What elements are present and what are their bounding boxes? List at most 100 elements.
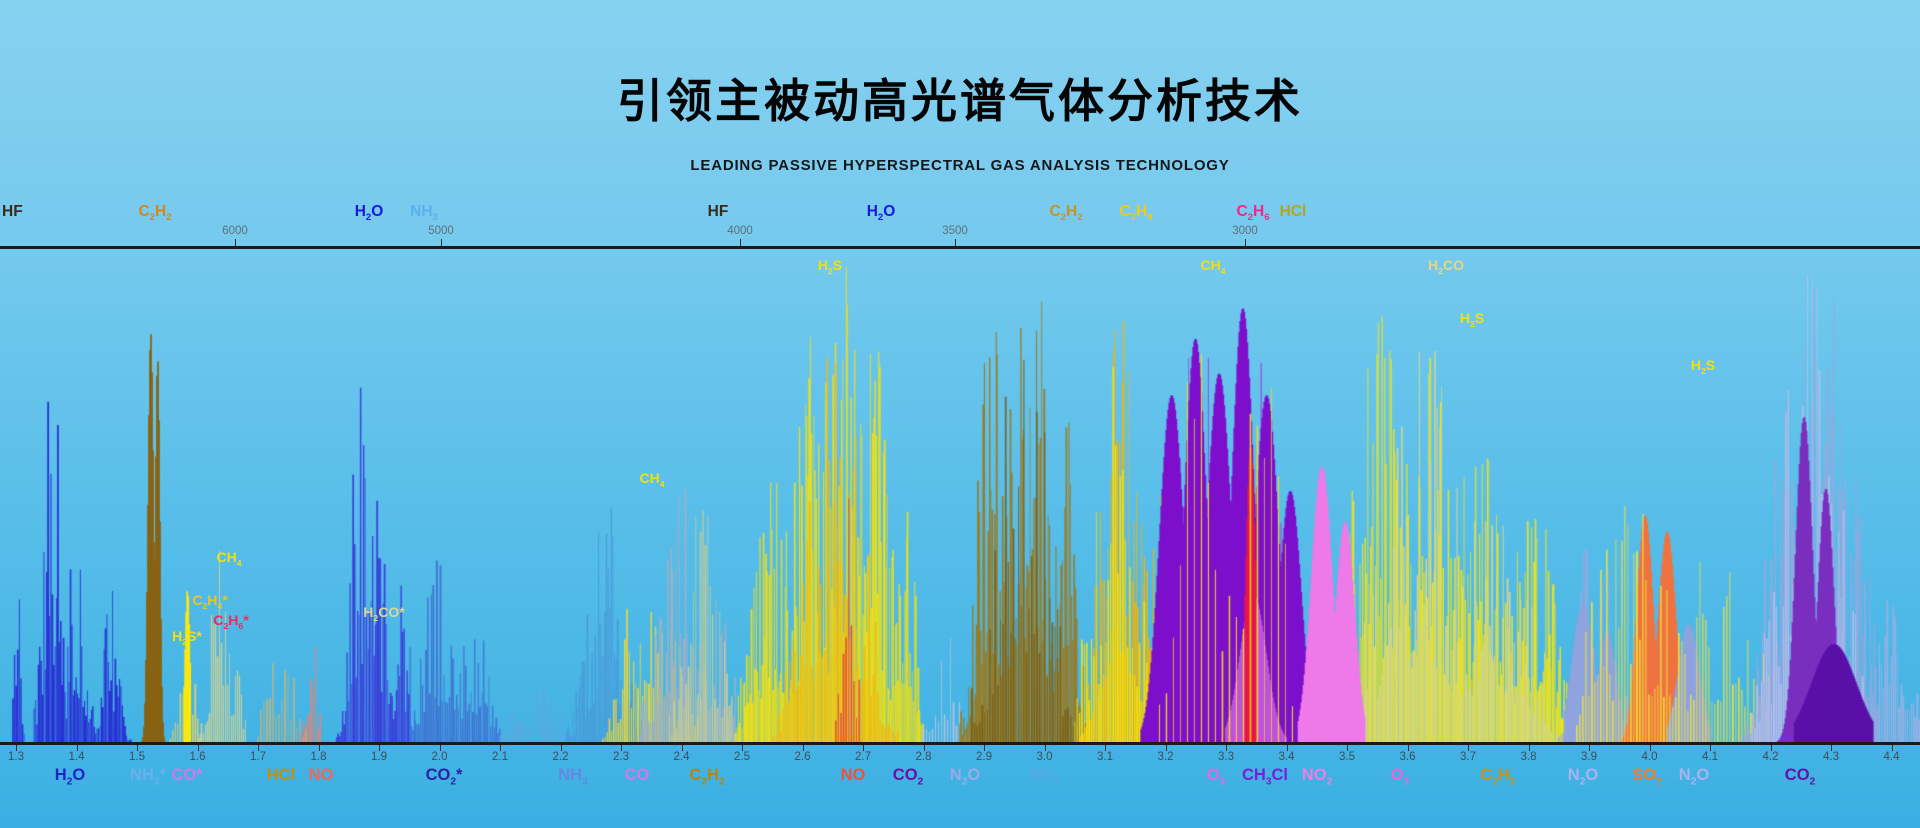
bottom-tick — [318, 745, 320, 751]
bottom-tick-label: 2.4 — [673, 751, 690, 763]
bottom-tick-label: 2.6 — [794, 751, 811, 763]
plot-gas-label-ch4: CH4 — [216, 549, 242, 568]
bottom-tick — [1831, 745, 1832, 751]
bottom-tick — [1528, 745, 1530, 751]
plot-gas-label-ch4: CH4 — [1200, 257, 1226, 276]
top-tick-label: 3500 — [942, 225, 968, 237]
bottom-tick — [1891, 745, 1893, 751]
bottom-tick — [1165, 745, 1167, 751]
bottom-tick-label: 1.7 — [250, 751, 266, 763]
bottom-tick — [681, 745, 683, 751]
gas-label-n2o: N2O — [1678, 766, 1710, 788]
gas-label-no: NO — [840, 766, 866, 784]
top-tick — [955, 239, 956, 246]
gas-label-co: CO — [624, 766, 650, 784]
gas-label-nh3: NH3 — [558, 766, 588, 788]
plot-gas-label-h2co*: H2CO* — [363, 604, 405, 623]
gas-label-no2: NO2 — [1301, 766, 1333, 788]
top-tick-label: 4000 — [727, 225, 753, 237]
gas-label-hcl: HCl — [266, 766, 296, 784]
bottom-tick — [1347, 745, 1348, 751]
bottom-tick-label: 4.4 — [1883, 751, 1900, 763]
bottom-tick-label: 2.2 — [552, 751, 569, 763]
bottom-tick — [16, 745, 17, 751]
bottom-tick-label: 3.2 — [1157, 751, 1174, 763]
top-tick-label: 6000 — [222, 225, 248, 237]
bottom-tick — [258, 745, 259, 751]
gas-label-c2h2: C2H2 — [689, 766, 725, 788]
gas-label-co2: CO2 — [892, 766, 924, 788]
bottom-tick — [560, 745, 562, 751]
gas-label-c2h6: C2H6 — [1236, 203, 1270, 224]
bottom-tick — [1226, 745, 1227, 751]
bottom-tick — [379, 745, 380, 751]
bottom-tick-label: 3.1 — [1097, 751, 1113, 763]
plot-gas-label-h2s: H2S — [1459, 310, 1485, 329]
top-tick-label: 3000 — [1232, 225, 1258, 237]
bottom-tick — [621, 745, 622, 751]
bottom-tick — [863, 745, 864, 751]
bottom-tick-label: 1.9 — [371, 751, 387, 763]
gas-label-ch3cl: CH3Cl — [1241, 766, 1289, 788]
bottom-tick-label: 2.8 — [915, 751, 932, 763]
spectra-canvas — [0, 249, 1920, 743]
bottom-tick — [923, 745, 925, 751]
plot-gas-label-h2co: H2CO — [1428, 257, 1464, 276]
bottom-tick-label: 1.5 — [129, 751, 145, 763]
bottom-tick — [500, 745, 501, 751]
plot-gas-label-h2s: H2S — [1690, 357, 1716, 376]
plot-gas-label-ch4: CH4 — [639, 470, 665, 489]
bottom-tick-label: 3.6 — [1399, 751, 1416, 763]
gas-label-h2o: H2O — [866, 203, 896, 224]
gas-label-n2o: N2O — [1567, 766, 1599, 788]
bottom-tick-label: 1.8 — [310, 751, 327, 763]
gas-label-c2h2: C2H2 — [1049, 203, 1083, 224]
gas-label-hcl: HCl — [1279, 203, 1307, 220]
bottom-tick — [1589, 745, 1590, 751]
gas-label-nh3: NH3 — [410, 203, 438, 224]
bottom-tick-label: 2.9 — [976, 751, 992, 763]
top-axis-line — [0, 246, 1920, 249]
gas-label-co2: CO2 — [1784, 766, 1816, 788]
plot-gas-label-h2s*: H2S* — [172, 628, 202, 647]
gas-label-n2o: N2O — [949, 766, 981, 788]
bottom-tick-label: 3.5 — [1339, 751, 1355, 763]
gas-label-so2: SO2 — [1632, 766, 1662, 788]
bottom-tick — [1105, 745, 1106, 751]
top-tick — [441, 239, 442, 246]
gas-label-o3: O3 — [1390, 766, 1410, 788]
top-tick — [1245, 239, 1246, 246]
bottom-tick-label: 3.0 — [1036, 751, 1053, 763]
bottom-tick — [984, 745, 985, 751]
plot-gas-label-c2h6*: C2H6* — [213, 612, 249, 631]
bottom-tick-label: 2.5 — [734, 751, 750, 763]
bottom-tick-label: 3.9 — [1581, 751, 1597, 763]
bottom-tick-label: 1.4 — [68, 751, 85, 763]
bottom-tick-label: 4.3 — [1823, 751, 1839, 763]
bottom-tick — [742, 745, 743, 751]
bottom-tick-label: 2.1 — [492, 751, 508, 763]
bottom-tick — [1710, 745, 1711, 751]
bottom-tick-label: 4.2 — [1762, 751, 1779, 763]
gas-label-co*: CO* — [171, 766, 203, 784]
bottom-tick — [1044, 745, 1046, 751]
gas-label-c2h4: C2H4 — [1119, 203, 1153, 224]
gas-label-hf: HF — [707, 203, 729, 220]
bottom-tick-label: 3.4 — [1278, 751, 1295, 763]
top-tick — [740, 239, 741, 246]
plot-gas-label-c2h4*: C2H4* — [192, 592, 228, 611]
gas-label-c2h2: C2H2 — [1480, 766, 1516, 788]
gas-label-nh3*: NH3* — [130, 766, 166, 788]
bottom-tick — [137, 745, 138, 751]
gas-label-nh3: NH3 — [1030, 766, 1060, 788]
gas-label-co2*: CO2* — [425, 766, 463, 788]
bottom-tick-label: 2.3 — [613, 751, 629, 763]
page-title: 引领主被动高光谱气体分析技术 — [617, 75, 1303, 127]
bottom-tick — [1468, 745, 1469, 751]
page-subtitle: LEADING PASSIVE HYPERSPECTRAL GAS ANALYS… — [690, 157, 1230, 174]
bottom-tick-label: 4.1 — [1702, 751, 1718, 763]
bottom-tick — [1770, 745, 1772, 751]
top-tick-label: 5000 — [428, 225, 454, 237]
bottom-tick — [197, 745, 199, 751]
bottom-tick-label: 2.0 — [431, 751, 448, 763]
